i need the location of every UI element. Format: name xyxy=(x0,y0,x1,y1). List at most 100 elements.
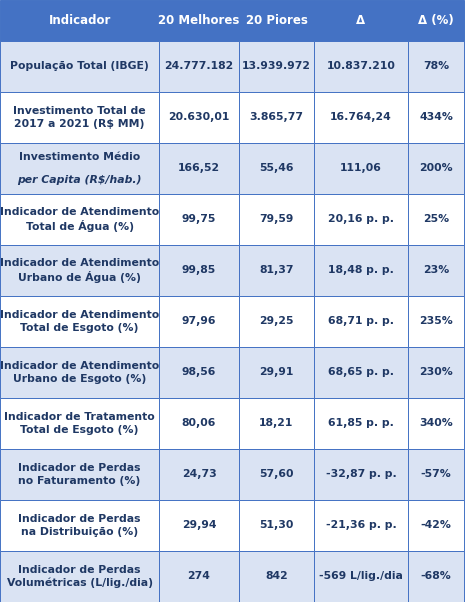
Bar xyxy=(239,500,314,551)
Text: 20 Melhores: 20 Melhores xyxy=(158,14,240,27)
Bar xyxy=(0,347,159,398)
Text: 230%: 230% xyxy=(419,367,453,377)
Bar xyxy=(408,143,464,194)
Text: 57,60: 57,60 xyxy=(259,470,294,479)
Text: 24,73: 24,73 xyxy=(181,470,217,479)
Text: 3.865,77: 3.865,77 xyxy=(249,113,304,122)
Bar xyxy=(314,143,408,194)
Bar xyxy=(239,41,314,92)
Bar xyxy=(0,143,159,194)
Bar xyxy=(159,41,239,92)
Bar xyxy=(0,551,159,602)
Bar xyxy=(408,92,464,143)
Bar xyxy=(159,500,239,551)
Bar xyxy=(408,296,464,347)
Text: Indicador de Perdas
Volumétricas (L/lig./dia): Indicador de Perdas Volumétricas (L/lig.… xyxy=(7,565,152,588)
Bar xyxy=(0,449,159,500)
Bar xyxy=(408,500,464,551)
Bar xyxy=(239,296,314,347)
Text: 111,06: 111,06 xyxy=(340,164,382,173)
Text: 29,94: 29,94 xyxy=(182,521,216,530)
Bar xyxy=(0,194,159,245)
Bar xyxy=(159,245,239,296)
Bar xyxy=(0,398,159,449)
Bar xyxy=(408,194,464,245)
Text: -42%: -42% xyxy=(420,521,451,530)
Text: 166,52: 166,52 xyxy=(178,164,220,173)
Text: 20.630,01: 20.630,01 xyxy=(168,113,230,122)
Text: 340%: 340% xyxy=(419,418,453,429)
Bar xyxy=(0,296,159,347)
Text: -21,36 p. p.: -21,36 p. p. xyxy=(326,521,396,530)
Text: Indicador de Atendimento
Total de Água (%): Indicador de Atendimento Total de Água (… xyxy=(0,206,159,232)
Bar xyxy=(239,0,314,41)
Text: 24.777.182: 24.777.182 xyxy=(164,61,234,72)
Bar xyxy=(239,92,314,143)
Text: 16.764,24: 16.764,24 xyxy=(330,113,392,122)
Bar xyxy=(314,347,408,398)
Bar xyxy=(159,551,239,602)
Text: 274: 274 xyxy=(188,571,210,582)
Text: 99,75: 99,75 xyxy=(182,214,216,225)
Text: Investimento Médio: Investimento Médio xyxy=(19,152,140,162)
Text: 97,96: 97,96 xyxy=(182,317,216,326)
Text: Indicador de Tratamento
Total de Esgoto (%): Indicador de Tratamento Total de Esgoto … xyxy=(4,412,155,435)
Bar xyxy=(314,0,408,41)
Text: 10.837.210: 10.837.210 xyxy=(327,61,395,72)
Bar xyxy=(408,449,464,500)
Text: -68%: -68% xyxy=(421,571,451,582)
Bar xyxy=(239,143,314,194)
Text: Δ (%): Δ (%) xyxy=(418,14,454,27)
Text: 842: 842 xyxy=(265,571,288,582)
Text: 79,59: 79,59 xyxy=(259,214,294,225)
Bar xyxy=(239,194,314,245)
Bar xyxy=(159,347,239,398)
Bar xyxy=(408,0,464,41)
Bar xyxy=(408,347,464,398)
Text: 25%: 25% xyxy=(423,214,449,225)
Text: 51,30: 51,30 xyxy=(259,521,294,530)
Bar xyxy=(0,0,159,41)
Text: População Total (IBGE): População Total (IBGE) xyxy=(10,61,149,72)
Bar xyxy=(239,449,314,500)
Text: 20,16 p. p.: 20,16 p. p. xyxy=(328,214,394,225)
Bar xyxy=(239,398,314,449)
Text: 55,46: 55,46 xyxy=(259,164,294,173)
Text: Indicador de Atendimento
Total de Esgoto (%): Indicador de Atendimento Total de Esgoto… xyxy=(0,310,159,333)
Text: -569 L/lig./dia: -569 L/lig./dia xyxy=(319,571,403,582)
Text: 81,37: 81,37 xyxy=(259,265,294,276)
Bar xyxy=(0,245,159,296)
Bar xyxy=(0,500,159,551)
Bar xyxy=(408,41,464,92)
Bar xyxy=(408,551,464,602)
Bar xyxy=(159,0,239,41)
Bar xyxy=(314,398,408,449)
Text: Indicador de Atendimento
Urbano de Água (%): Indicador de Atendimento Urbano de Água … xyxy=(0,258,159,283)
Text: 20 Piores: 20 Piores xyxy=(246,14,307,27)
Bar xyxy=(159,398,239,449)
Bar xyxy=(314,92,408,143)
Text: 18,48 p. p.: 18,48 p. p. xyxy=(328,265,394,276)
Text: 235%: 235% xyxy=(419,317,453,326)
Text: per Capita (R$/hab.): per Capita (R$/hab.) xyxy=(17,175,142,185)
Bar xyxy=(239,347,314,398)
Text: Indicador de Perdas
na Distribuição (%): Indicador de Perdas na Distribuição (%) xyxy=(19,514,141,537)
Bar xyxy=(314,449,408,500)
Text: 434%: 434% xyxy=(419,113,453,122)
Bar xyxy=(314,551,408,602)
Text: -57%: -57% xyxy=(421,470,451,479)
Text: 99,85: 99,85 xyxy=(182,265,216,276)
Text: Indicador de Atendimento
Urbano de Esgoto (%): Indicador de Atendimento Urbano de Esgot… xyxy=(0,361,159,384)
Text: Indicador de Perdas
no Faturamento (%): Indicador de Perdas no Faturamento (%) xyxy=(19,463,141,486)
Text: 68,71 p. p.: 68,71 p. p. xyxy=(328,317,394,326)
Bar xyxy=(314,41,408,92)
Bar xyxy=(408,398,464,449)
Text: Δ: Δ xyxy=(356,14,366,27)
Bar xyxy=(314,245,408,296)
Text: 29,91: 29,91 xyxy=(259,367,294,377)
Bar xyxy=(159,296,239,347)
Bar xyxy=(314,194,408,245)
Bar xyxy=(314,500,408,551)
Text: 23%: 23% xyxy=(423,265,449,276)
Text: 78%: 78% xyxy=(423,61,449,72)
